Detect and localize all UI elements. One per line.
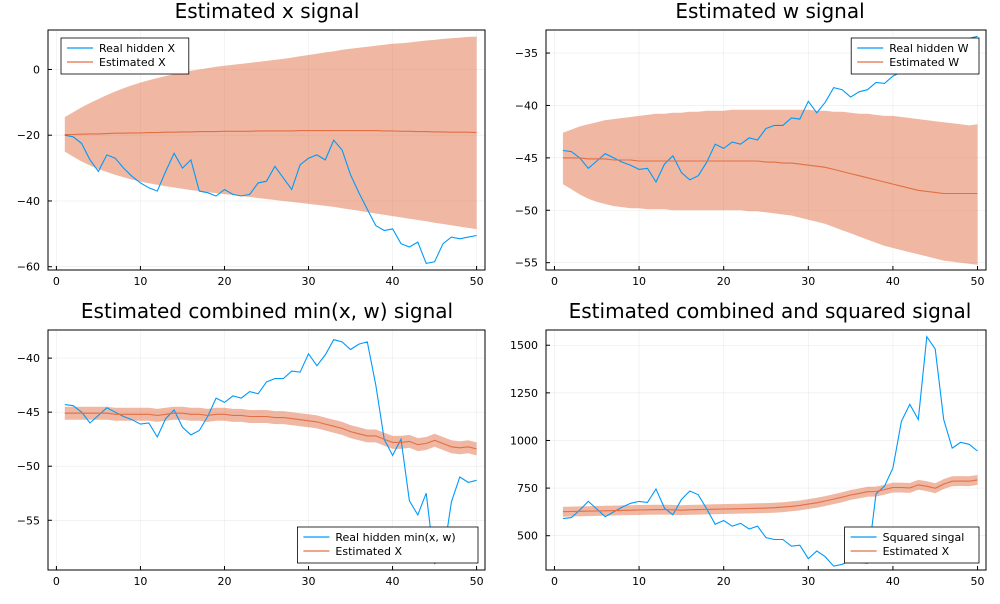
y-tick-label: −40 <box>515 99 538 112</box>
y-tick-label: 1250 <box>510 387 538 400</box>
chart-title: Estimated x signal <box>175 0 360 23</box>
chart-title: Estimated combined min(x, w) signal <box>81 299 453 323</box>
y-tick-label: −40 <box>17 352 40 365</box>
x-tick-label: 50 <box>971 575 985 588</box>
confidence-band <box>64 406 477 456</box>
x-tick-label: 40 <box>886 575 900 588</box>
chart-panel-3: Estimated combined min(x, w) signal 0 10 20… <box>17 299 486 588</box>
x-tick-label: 0 <box>53 575 60 588</box>
plot-area <box>64 339 477 565</box>
legend-label: Estimated X <box>335 545 402 558</box>
y-tick-label: −50 <box>17 460 40 473</box>
y-tick-label: 1500 <box>510 339 538 352</box>
legend-box <box>844 526 980 564</box>
confidence-band <box>562 109 978 265</box>
x-tick-label: 0 <box>551 275 558 288</box>
plot-area <box>562 335 978 567</box>
legend-box <box>60 37 190 75</box>
legend-box <box>850 37 980 75</box>
y-tick-label: −55 <box>515 257 538 270</box>
x-tick-label: 50 <box>470 575 484 588</box>
y-tick-label: −45 <box>515 152 538 165</box>
legend-label: Real hidden min(x, w) <box>335 531 455 544</box>
confidence-band <box>64 36 477 230</box>
x-tick-label: 20 <box>217 575 231 588</box>
chart-panel-4: Estimated combined and squared signal 0 10… <box>510 299 987 588</box>
y-tick-label: 500 <box>517 530 538 543</box>
legend-box <box>296 526 479 564</box>
x-tick-label: 10 <box>133 575 147 588</box>
plot-frame <box>545 29 987 271</box>
series-line-2 <box>562 479 978 513</box>
plot-frame <box>545 329 987 571</box>
chart-panel-1: Estimated x signal 0 10 20 30 40 50 −60 −40 −20 0 R… <box>17 0 486 288</box>
x-tick-label: 30 <box>302 575 316 588</box>
chart-title: Estimated w signal <box>675 0 864 23</box>
x-tick-label: 0 <box>551 575 558 588</box>
x-tick-label: 0 <box>53 275 60 288</box>
x-tick-label: 10 <box>632 575 646 588</box>
y-tick-label: −50 <box>515 204 538 217</box>
x-tick-label: 30 <box>302 275 316 288</box>
x-tick-label: 40 <box>386 575 400 588</box>
y-tick-label: −45 <box>17 406 40 419</box>
y-tick-label: 750 <box>517 482 538 495</box>
x-tick-label: 10 <box>133 275 147 288</box>
legend-label: Squared singal <box>883 531 965 544</box>
series-line-1 <box>562 335 978 567</box>
legend-label: Estimated X <box>99 56 166 69</box>
legend-label: Real hidden W <box>889 42 968 55</box>
y-tick-label: 0 <box>33 63 40 76</box>
plot-frame <box>47 29 486 271</box>
series-line-2 <box>64 412 477 450</box>
x-tick-label: 20 <box>717 575 731 588</box>
series-line-1 <box>64 339 477 565</box>
plot-frame <box>47 329 486 571</box>
x-tick-label: 10 <box>632 275 646 288</box>
confidence-band <box>562 475 978 517</box>
x-tick-label: 40 <box>386 275 400 288</box>
legend-label: Real hidden X <box>99 42 175 55</box>
legend: Real hidden min(x, w)Estimated X <box>296 526 479 564</box>
x-tick-label: 20 <box>217 275 231 288</box>
series-line-2 <box>64 130 477 136</box>
x-tick-label: 30 <box>801 575 815 588</box>
legend-label: Estimated W <box>889 56 959 69</box>
legend-label: Estimated X <box>883 545 950 558</box>
x-tick-label: 50 <box>470 275 484 288</box>
y-tick-label: −60 <box>17 261 40 274</box>
y-tick-label: 1000 <box>510 434 538 447</box>
x-tick-label: 50 <box>971 275 985 288</box>
plot-area <box>64 36 477 265</box>
x-tick-label: 30 <box>801 275 815 288</box>
x-tick-label: 20 <box>717 275 731 288</box>
x-tick-label: 40 <box>886 275 900 288</box>
y-tick-label: −40 <box>17 195 40 208</box>
chart-title: Estimated combined and squared signal <box>569 299 972 323</box>
y-tick-label: −35 <box>515 47 538 60</box>
chart-panel-2: Estimated w signal 0 10 20 30 40 50 −55 −50 −45 −4… <box>515 0 987 288</box>
series-line-1 <box>64 134 477 265</box>
series-line-2 <box>562 157 978 195</box>
y-tick-label: −55 <box>17 514 40 527</box>
y-tick-label: −20 <box>17 129 40 142</box>
